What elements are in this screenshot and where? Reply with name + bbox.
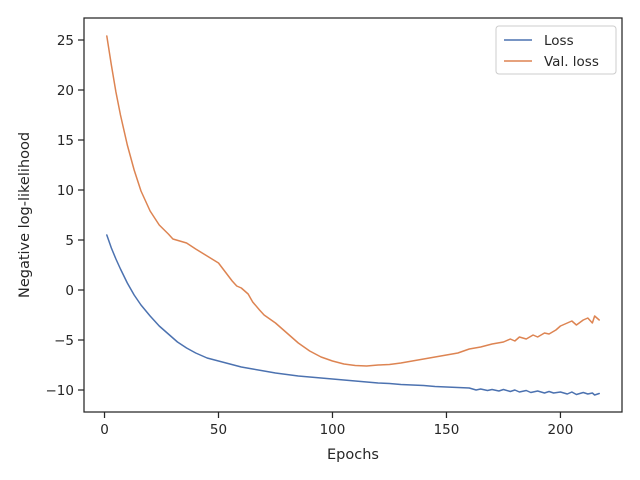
x-tick-label: 100 (320, 422, 346, 438)
series-lines (106, 35, 600, 396)
legend: Loss Val. loss (495, 25, 617, 75)
y-tick-label: 15 (57, 133, 74, 149)
axes-frame (83, 17, 623, 413)
x-tick-label: 50 (210, 422, 227, 438)
y-tick-label: 10 (57, 183, 74, 199)
legend-box (495, 25, 617, 75)
legend-label: Val. loss (544, 54, 599, 70)
x-tick-label: 150 (434, 422, 460, 438)
series-line-val-loss (106, 35, 600, 367)
y-tick-label: 25 (57, 33, 74, 49)
series-line-loss (106, 234, 600, 396)
legend-label: Loss (544, 33, 574, 49)
y-axis-label: Negative log-likelihood (17, 132, 33, 298)
y-tick-label: 5 (65, 233, 74, 249)
y-tick-label: 20 (57, 83, 74, 99)
x-tick-label: 0 (100, 422, 109, 438)
plot-frame (83, 17, 623, 413)
x-axis-label: Epochs (327, 447, 379, 463)
y-tick-label: 0 (65, 283, 74, 299)
axis-ticks: 0 50 100 150 200 −10 −5 0 5 10 15 20 25 (46, 33, 574, 438)
x-tick-label: 200 (548, 422, 574, 438)
y-tick-label: −5 (54, 333, 74, 349)
y-tick-label: −10 (46, 383, 75, 399)
